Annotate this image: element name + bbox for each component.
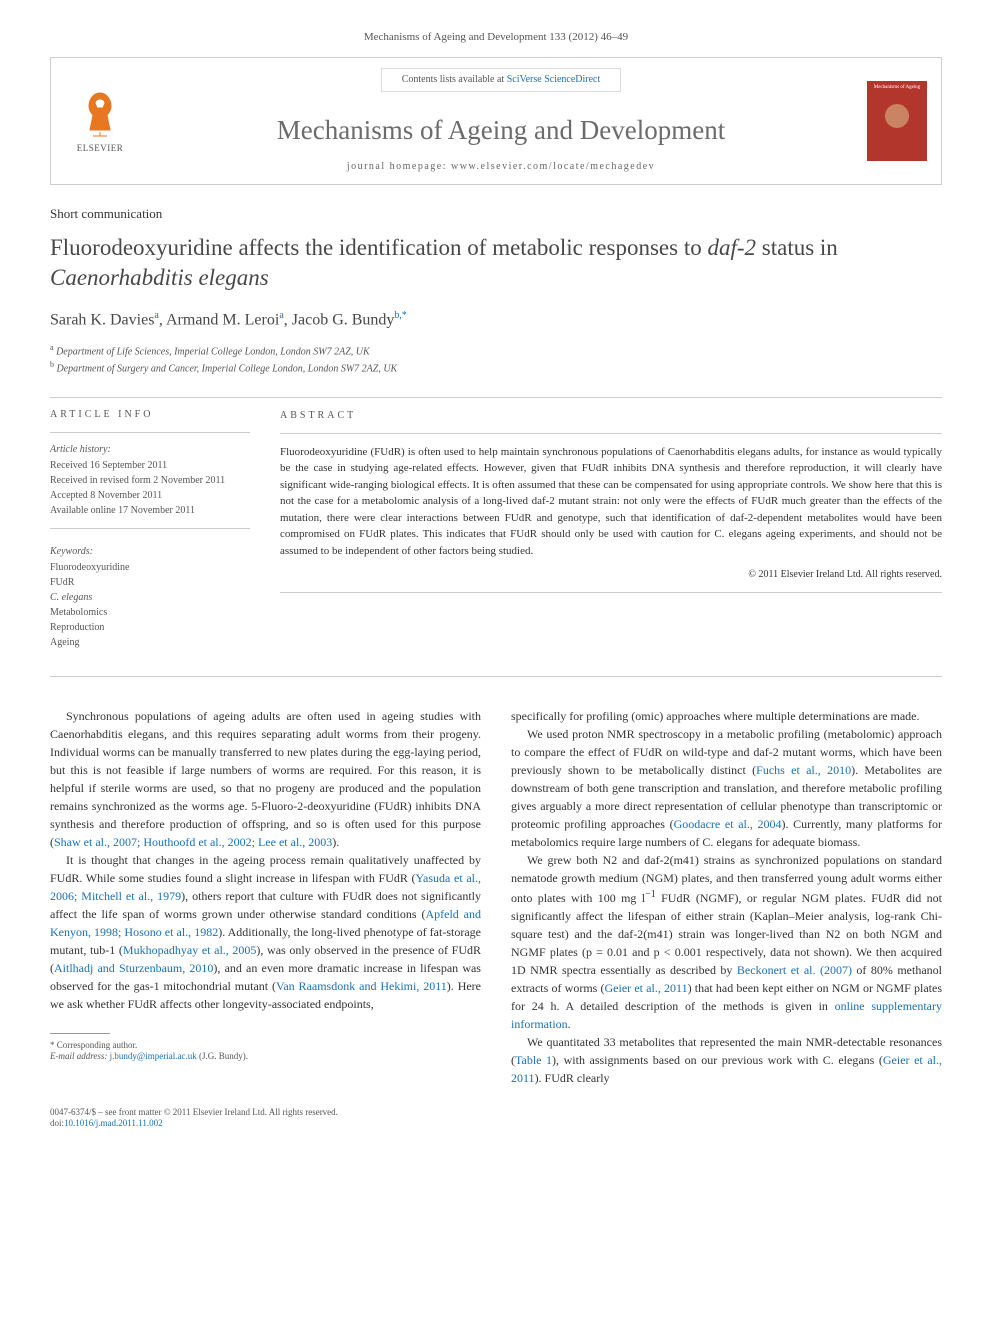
column-left: Synchronous populations of ageing adults… (50, 707, 481, 1087)
affiliation-b: b Department of Surgery and Cancer, Impe… (50, 359, 942, 376)
history-received: Received 16 September 2011 (50, 459, 250, 473)
keywords-section: Keywords: Fluorodeoxyuridine FUdR C. ele… (50, 545, 250, 650)
keyword: Ageing (50, 636, 250, 650)
journal-homepage: journal homepage: www.elsevier.com/locat… (135, 160, 867, 174)
contents-prefix: Contents lists available at (402, 74, 507, 85)
paragraph: We used proton NMR spectroscopy in a met… (511, 725, 942, 851)
keyword: Fluorodeoxyuridine (50, 561, 250, 575)
divider (50, 676, 942, 677)
article-info-heading: ARTICLE INFO (50, 408, 250, 422)
elsevier-logo: ELSEVIER (65, 81, 135, 161)
journal-cover-thumbnail: Mechanisms of Ageing (867, 81, 927, 161)
corr-email-line: E-mail address: j.bundy@imperial.ac.uk (… (50, 1051, 481, 1063)
elsevier-tree-icon (75, 88, 125, 138)
body-text: ), with assignments based on our previou… (552, 1053, 883, 1067)
affiliation-a: a Department of Life Sciences, Imperial … (50, 342, 942, 359)
citation-link[interactable]: Shaw et al., 2007; Houthoofd et al., 200… (54, 835, 332, 849)
contents-list-label: Contents lists available at SciVerse Sci… (381, 68, 622, 92)
footer-doi: doi:10.1016/j.mad.2011.11.002 (50, 1118, 942, 1130)
history-revised: Received in revised form 2 November 2011 (50, 474, 250, 488)
author-2-aff: a (279, 310, 283, 321)
divider (50, 432, 250, 433)
author-3: Jacob G. Bundy (292, 311, 395, 328)
footnote-separator (50, 1033, 110, 1034)
title-text-1: Fluorodeoxyuridine affects the identific… (50, 235, 707, 260)
table-link[interactable]: Table 1 (515, 1053, 552, 1067)
email-suffix: (J.G. Bundy). (197, 1051, 248, 1061)
journal-center: Contents lists available at SciVerse Sci… (135, 68, 867, 174)
journal-masthead: ELSEVIER Contents lists available at Sci… (50, 57, 942, 185)
author-3-aff: b, (394, 310, 402, 321)
title-text-2: status in (756, 235, 838, 260)
citation-link[interactable]: Beckonert et al. (2007) (737, 963, 852, 977)
info-abstract-row: ARTICLE INFO Article history: Received 1… (50, 408, 942, 651)
body-text: Synchronous populations of ageing adults… (50, 709, 481, 849)
article-title: Fluorodeoxyuridine affects the identific… (50, 233, 942, 293)
author-1-aff: a (154, 310, 158, 321)
paragraph: We quantitated 33 metabolites that repre… (511, 1033, 942, 1087)
keyword: Reproduction (50, 621, 250, 635)
body-text: ). FUdR clearly (535, 1071, 610, 1085)
paragraph: specifically for profiling (omic) approa… (511, 707, 942, 725)
superscript: −1 (645, 889, 656, 900)
corresponding-footnote: * Corresponding author. E-mail address: … (50, 1040, 481, 1063)
body-text: ). (332, 835, 339, 849)
affiliations: a Department of Life Sciences, Imperial … (50, 342, 942, 377)
body-columns: Synchronous populations of ageing adults… (50, 707, 942, 1087)
body-text: . (568, 1017, 571, 1031)
author-2: Armand M. Leroi (166, 311, 279, 328)
running-head: Mechanisms of Ageing and Development 133… (50, 30, 942, 45)
corresponding-marker: * (402, 310, 407, 321)
aff-text-b: Department of Surgery and Cancer, Imperi… (57, 364, 398, 375)
abstract: ABSTRACT Fluorodeoxyuridine (FUdR) is of… (280, 408, 942, 651)
history-label: Article history: (50, 443, 250, 457)
paragraph: Synchronous populations of ageing adults… (50, 707, 481, 851)
footer-copyright: 0047-6374/$ – see front matter © 2011 El… (50, 1107, 942, 1119)
journal-title: Mechanisms of Ageing and Development (135, 112, 867, 150)
abstract-copyright: © 2011 Elsevier Ireland Ltd. All rights … (280, 567, 942, 582)
elsevier-label: ELSEVIER (77, 142, 124, 155)
abstract-text: Fluorodeoxyuridine (FUdR) is often used … (280, 444, 942, 560)
citation-link[interactable]: Fuchs et al., 2010 (756, 763, 851, 777)
sciencedirect-link[interactable]: SciVerse ScienceDirect (507, 74, 601, 85)
keyword: FUdR (50, 576, 250, 590)
abstract-heading: ABSTRACT (280, 408, 942, 423)
cover-figure-icon (877, 91, 917, 141)
keyword: Metabolomics (50, 606, 250, 620)
citation-link[interactable]: Mukhopadhyay et al., 2005 (123, 943, 257, 957)
divider (280, 592, 942, 593)
paragraph: We grew both N2 and daf-2(m41) strains a… (511, 851, 942, 1033)
article-info: ARTICLE INFO Article history: Received 1… (50, 408, 250, 651)
column-right: specifically for profiling (omic) approa… (511, 707, 942, 1087)
doi-label: doi: (50, 1118, 64, 1128)
aff-sup-b: b (50, 360, 54, 369)
keywords-label: Keywords: (50, 545, 250, 559)
page-footer: 0047-6374/$ – see front matter © 2011 El… (50, 1107, 942, 1130)
history-accepted: Accepted 8 November 2011 (50, 489, 250, 503)
title-italic-1: daf-2 (707, 235, 756, 260)
email-link[interactable]: j.bundy@imperial.ac.uk (110, 1051, 197, 1061)
citation-link[interactable]: Goodacre et al., 2004 (674, 817, 782, 831)
citation-link[interactable]: Geier et al., 2011 (605, 981, 688, 995)
aff-sup-a: a (50, 343, 54, 352)
doi-link[interactable]: 10.1016/j.mad.2011.11.002 (64, 1118, 163, 1128)
authors-list: Sarah K. Daviesa, Armand M. Leroia, Jaco… (50, 309, 942, 332)
history-online: Available online 17 November 2011 (50, 504, 250, 518)
corr-author-label: * Corresponding author. (50, 1040, 481, 1052)
citation-link[interactable]: Van Raamsdonk and Hekimi, 2011 (276, 979, 447, 993)
author-1: Sarah K. Davies (50, 311, 154, 328)
title-italic-2: Caenorhabditis elegans (50, 265, 269, 290)
divider (280, 433, 942, 434)
citation-link[interactable]: Aitlhadj and Sturzenbaum, 2010 (54, 961, 213, 975)
email-label: E-mail address: (50, 1051, 110, 1061)
keyword: C. elegans (50, 591, 250, 605)
article-type: Short communication (50, 205, 942, 223)
divider (50, 528, 250, 529)
paragraph: It is thought that changes in the ageing… (50, 851, 481, 1013)
aff-text-a: Department of Life Sciences, Imperial Co… (56, 346, 370, 357)
divider (50, 397, 942, 398)
